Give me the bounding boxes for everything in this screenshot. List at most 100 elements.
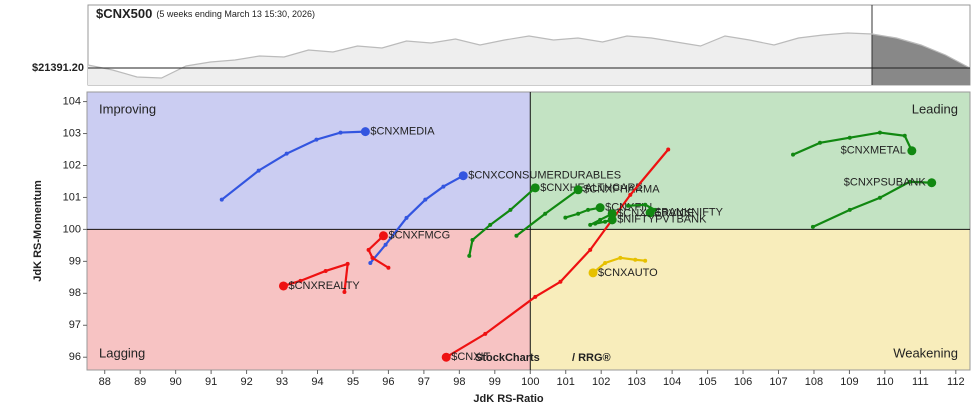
x-tick-label: 98 bbox=[453, 376, 465, 388]
x-tick-label: 91 bbox=[205, 376, 217, 388]
tail-point bbox=[791, 152, 796, 157]
tail-point bbox=[563, 215, 568, 220]
watermark: StockCharts bbox=[475, 352, 540, 364]
tail-point bbox=[593, 221, 598, 226]
head-point bbox=[278, 281, 288, 291]
tail-point bbox=[588, 222, 593, 227]
tail-point bbox=[488, 222, 493, 227]
head-point bbox=[607, 215, 617, 225]
x-tick-label: 100 bbox=[521, 376, 539, 388]
x-tick-label: 102 bbox=[592, 376, 610, 388]
head-point bbox=[573, 185, 583, 195]
tail-point bbox=[441, 184, 446, 189]
tail-point bbox=[907, 179, 912, 184]
tail-point bbox=[298, 278, 303, 283]
tail-point bbox=[508, 207, 513, 212]
tail-point bbox=[810, 224, 815, 229]
series-label: $CNXIT bbox=[451, 351, 490, 363]
head-point bbox=[907, 146, 917, 156]
head-point bbox=[378, 231, 388, 241]
series-label: $CNXMETAL bbox=[841, 145, 906, 157]
tail-point bbox=[588, 247, 593, 252]
tail-point bbox=[817, 140, 822, 145]
tail-point bbox=[643, 202, 648, 207]
head-point bbox=[458, 171, 468, 181]
tail-point bbox=[467, 253, 472, 258]
series-label: $CNXSERVICE bbox=[617, 208, 694, 220]
tail-point bbox=[256, 168, 261, 173]
tail-point bbox=[618, 255, 623, 260]
tail-point bbox=[543, 211, 548, 216]
x-tick-label: 97 bbox=[418, 376, 430, 388]
series-label: $CNXPHARMA bbox=[583, 184, 660, 196]
x-tick-label: 106 bbox=[734, 376, 752, 388]
series-label: $CNXMEDIA bbox=[370, 126, 435, 138]
x-tick-label: 103 bbox=[627, 376, 645, 388]
quadrant bbox=[87, 92, 531, 230]
x-tick-label: 88 bbox=[99, 376, 111, 388]
y-tick-label: 101 bbox=[63, 191, 81, 203]
tail-point bbox=[628, 192, 633, 197]
head-point bbox=[927, 178, 937, 188]
price-label: $21391.20 bbox=[32, 62, 84, 74]
x-tick-label: 96 bbox=[382, 376, 394, 388]
x-tick-label: 108 bbox=[805, 376, 823, 388]
tail-point bbox=[533, 294, 538, 299]
head-point bbox=[588, 268, 598, 278]
quadrant-label: Leading bbox=[912, 101, 958, 116]
y-tick-label: 99 bbox=[69, 255, 81, 267]
watermark: / RRG® bbox=[572, 352, 611, 364]
y-tick-label: 102 bbox=[63, 159, 81, 171]
tail-line bbox=[367, 234, 390, 269]
tail-point bbox=[633, 257, 638, 262]
y-tick-label: 96 bbox=[69, 351, 81, 363]
tail-point bbox=[314, 137, 319, 142]
quadrant-label: Lagging bbox=[99, 345, 145, 360]
chart-title: $CNX500 (5 weeks ending March 13 15:30, 2… bbox=[96, 6, 315, 21]
series-label: $CNXCONSUMERDURABLES bbox=[468, 170, 621, 182]
x-tick-label: 95 bbox=[347, 376, 359, 388]
series-label: $CNXAUTO bbox=[598, 267, 658, 279]
tail-point bbox=[847, 135, 852, 140]
x-tick-label: 110 bbox=[876, 376, 894, 388]
tail-point bbox=[643, 258, 648, 263]
tail-point bbox=[404, 215, 409, 220]
tail-point bbox=[598, 217, 603, 222]
tail-point bbox=[514, 233, 519, 238]
price-line bbox=[87, 32, 971, 79]
tail-point bbox=[902, 133, 907, 138]
quadrant-label: Improving bbox=[99, 101, 156, 116]
tail-line bbox=[221, 130, 366, 201]
plot-frame bbox=[86, 91, 971, 371]
tail-point bbox=[877, 195, 882, 200]
x-tick-label: 111 bbox=[912, 376, 929, 388]
price-area bbox=[88, 33, 970, 85]
head-point bbox=[530, 183, 540, 193]
head-point bbox=[360, 127, 370, 137]
tail-point bbox=[877, 130, 882, 135]
tail-line bbox=[792, 131, 913, 156]
y-tick-label: 104 bbox=[63, 95, 81, 107]
tail-point bbox=[603, 219, 608, 224]
x-tick-label: 89 bbox=[134, 376, 146, 388]
tail-line bbox=[565, 206, 601, 219]
y-axis-label: JdK RS-Momentum bbox=[32, 180, 44, 282]
x-tick-label: 107 bbox=[769, 376, 787, 388]
series-label: $CNXREALTY bbox=[288, 280, 360, 292]
tail-point bbox=[576, 211, 581, 216]
tail-point bbox=[219, 197, 224, 202]
tail-point bbox=[483, 331, 488, 336]
head-point bbox=[441, 352, 451, 362]
series-label: $CNXFMCG bbox=[388, 230, 450, 242]
x-tick-label: 94 bbox=[311, 376, 323, 388]
x-tick-label: 93 bbox=[276, 376, 288, 388]
tail-point bbox=[423, 197, 428, 202]
tail-point bbox=[383, 242, 388, 247]
y-tick-label: 97 bbox=[69, 319, 81, 331]
quadrant bbox=[87, 229, 531, 370]
x-tick-label: 104 bbox=[663, 376, 681, 388]
x-tick-label: 99 bbox=[489, 376, 501, 388]
series-label: $CNXHEALTHCARE bbox=[540, 182, 643, 194]
head-point bbox=[595, 203, 605, 213]
